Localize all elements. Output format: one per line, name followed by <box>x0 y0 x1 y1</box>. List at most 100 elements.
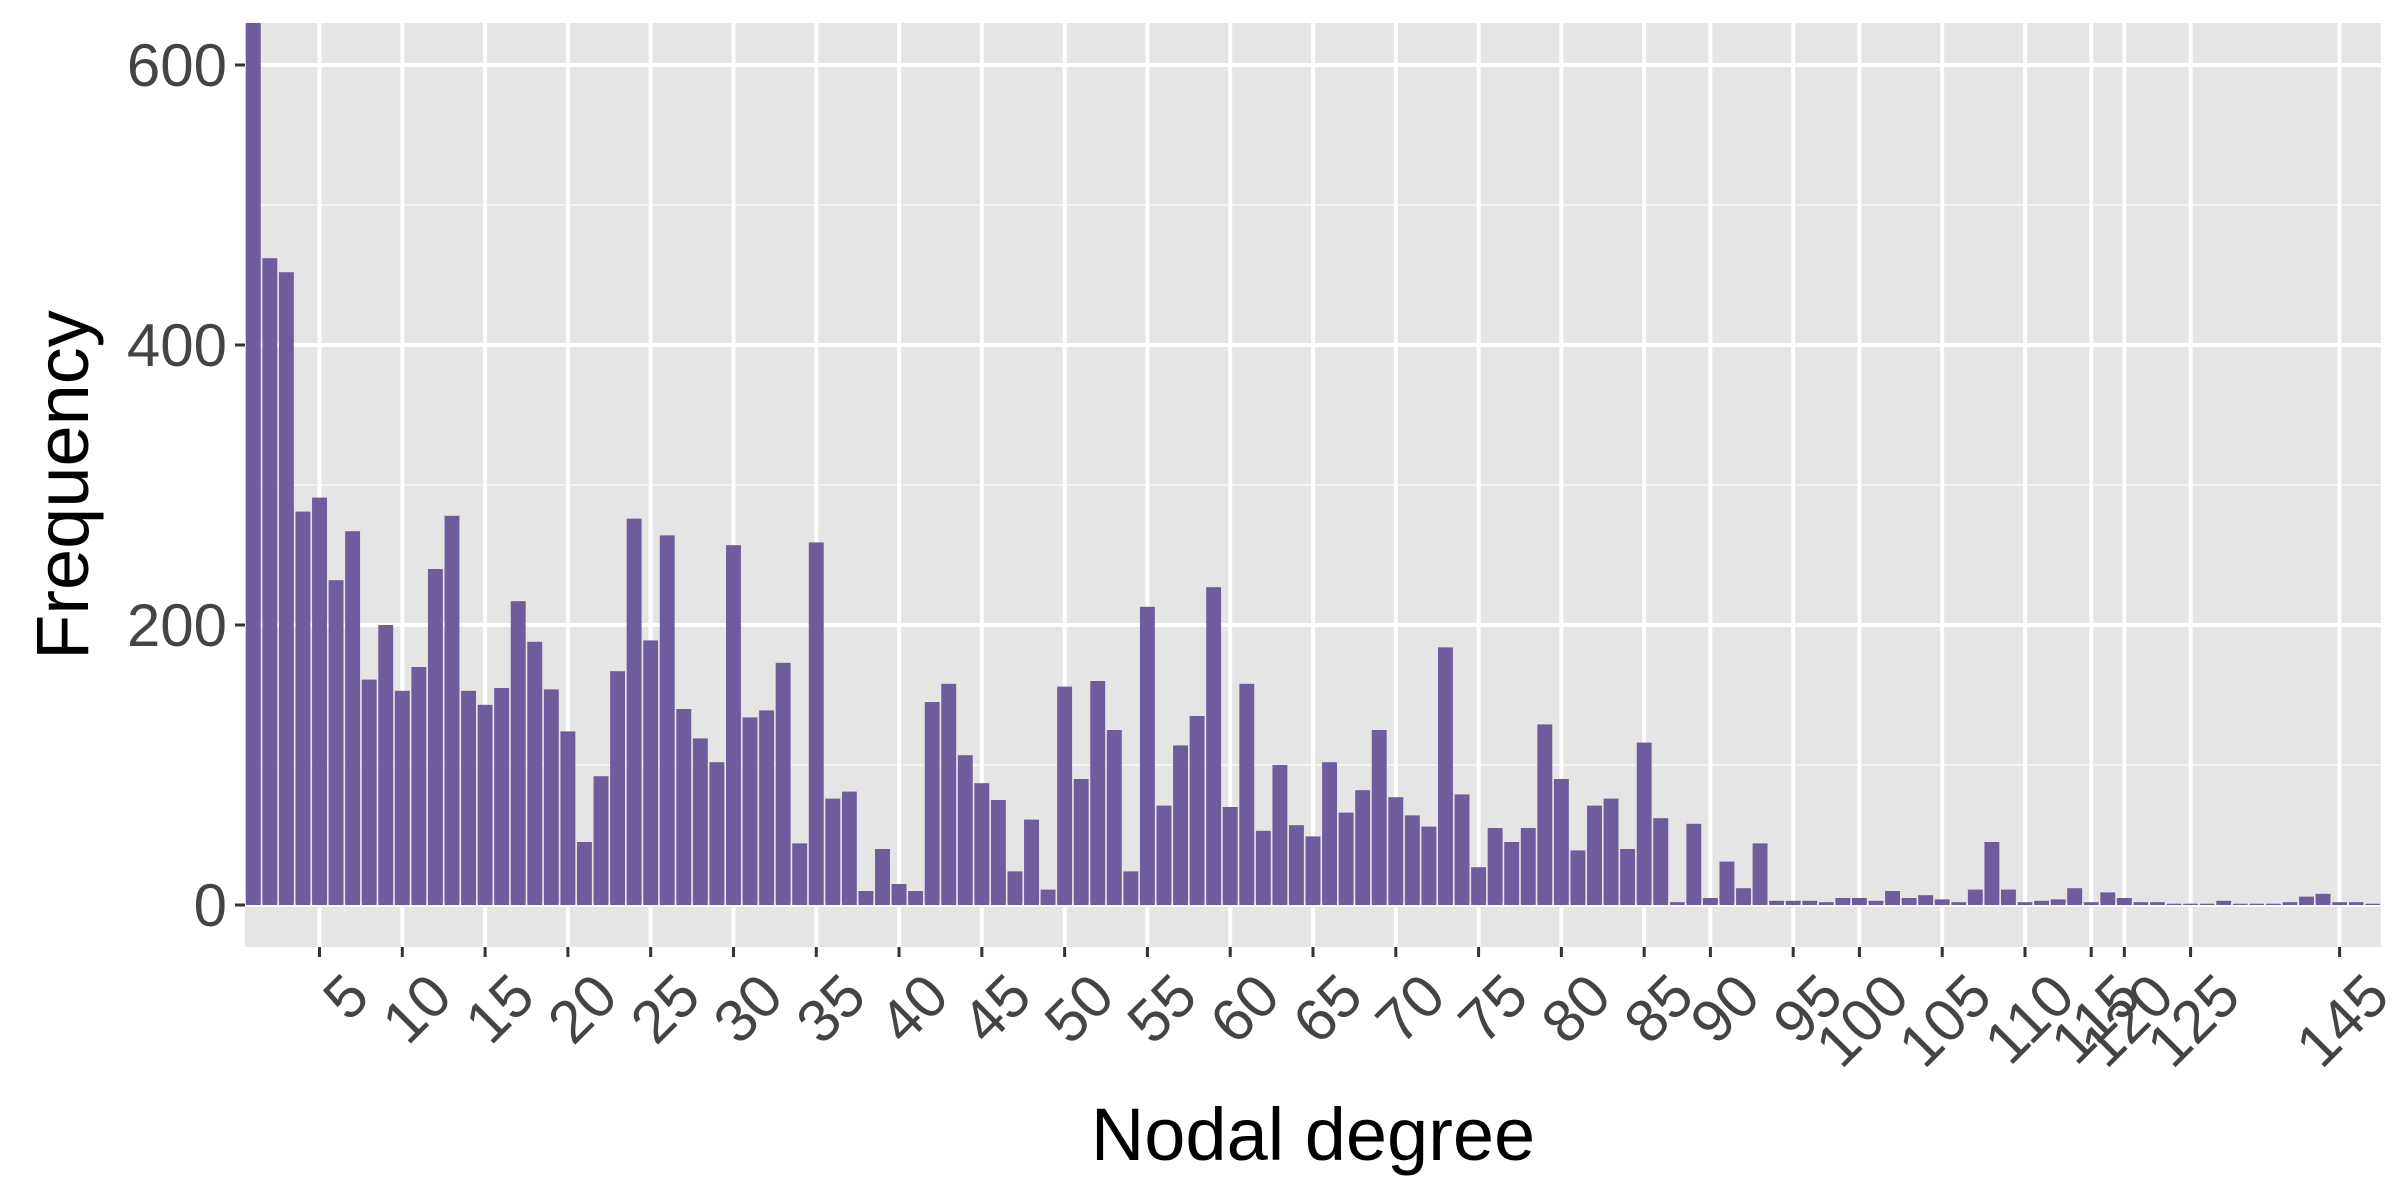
bar <box>510 601 526 905</box>
bar <box>1222 807 1238 905</box>
bar <box>593 776 609 905</box>
bar <box>1752 843 1768 905</box>
bar <box>278 272 294 905</box>
bar <box>328 580 344 905</box>
bar <box>1471 867 1487 905</box>
bar <box>2216 900 2232 905</box>
bar <box>245 23 261 905</box>
bar <box>1537 724 1553 905</box>
bar <box>709 762 725 905</box>
bar <box>775 662 791 905</box>
bar <box>1288 825 1304 905</box>
bar <box>2232 903 2248 905</box>
bar <box>1090 681 1106 905</box>
bar <box>312 497 327 905</box>
bar <box>477 704 493 905</box>
bar <box>1553 779 1569 905</box>
bar <box>1719 861 1735 905</box>
bar <box>494 688 510 905</box>
x-tick-label: 70 <box>1363 961 1458 1056</box>
bar <box>974 783 990 905</box>
bar <box>659 535 675 905</box>
bar <box>808 542 824 905</box>
bar <box>361 679 377 905</box>
bar <box>2100 892 2116 905</box>
bar <box>1139 606 1155 905</box>
bar <box>1024 819 1039 905</box>
x-tick-label: 90 <box>1678 961 1773 1056</box>
bar <box>792 843 808 905</box>
bar <box>560 731 576 905</box>
bar <box>924 702 940 905</box>
bar <box>2034 900 2050 905</box>
bar <box>2265 903 2281 905</box>
bar <box>262 258 278 905</box>
bar <box>1603 798 1619 905</box>
bars <box>245 23 2381 905</box>
bar <box>2166 903 2182 905</box>
bar <box>1404 815 1420 905</box>
bar <box>2365 903 2381 905</box>
bar <box>394 690 410 905</box>
bar <box>1835 898 1851 905</box>
bar <box>841 791 857 905</box>
bar <box>427 569 443 905</box>
bar <box>1967 889 1983 905</box>
bar <box>2083 902 2099 905</box>
bar <box>2067 888 2083 905</box>
bar <box>411 667 427 905</box>
y-tick-label: 200 <box>127 592 227 659</box>
bar <box>2199 903 2215 905</box>
bar <box>2017 902 2033 905</box>
bar <box>2332 902 2348 905</box>
x-tick-label: 55 <box>1115 961 1210 1056</box>
bar <box>2000 889 2016 905</box>
x-tick-label: 5 <box>310 961 381 1032</box>
bar <box>1901 898 1917 905</box>
bar <box>858 891 874 905</box>
bar <box>1934 899 1950 905</box>
x-tick-label: 25 <box>618 961 713 1056</box>
x-tick-label: 10 <box>369 961 464 1056</box>
bar <box>345 531 361 905</box>
bar <box>1702 898 1718 905</box>
bar <box>2299 896 2314 905</box>
bar <box>1355 790 1371 905</box>
x-tick-label: 50 <box>1032 961 1127 1056</box>
bar <box>1007 871 1023 905</box>
bar <box>676 709 692 905</box>
x-tick-label: 40 <box>866 961 961 1056</box>
x-tick-label: 145 <box>2283 961 2400 1079</box>
bar <box>1156 805 1172 905</box>
x-tick-label: 45 <box>949 961 1044 1056</box>
bar <box>378 625 394 905</box>
bar <box>1272 765 1288 905</box>
bar <box>1570 850 1586 905</box>
bar <box>1487 828 1503 905</box>
bar <box>1868 900 1884 905</box>
bar <box>1769 900 1785 905</box>
bar <box>1520 828 1536 905</box>
bar <box>2282 902 2298 905</box>
bar <box>1686 823 1702 905</box>
bar <box>2249 903 2265 905</box>
bar <box>1123 871 1139 905</box>
bar <box>825 798 841 905</box>
bar <box>1620 849 1636 905</box>
bar <box>2315 893 2331 905</box>
bar <box>908 891 924 905</box>
bar <box>1951 902 1967 905</box>
x-tick-label: 15 <box>452 961 547 1056</box>
bar <box>2150 902 2165 905</box>
x-tick-label: 20 <box>535 961 630 1056</box>
bar <box>1057 686 1073 905</box>
bar <box>990 800 1006 905</box>
x-tick-label: 30 <box>701 961 796 1056</box>
bar <box>2050 899 2066 905</box>
bar <box>891 884 907 905</box>
bar <box>726 545 741 905</box>
bar <box>543 689 559 905</box>
bar <box>1388 797 1404 905</box>
bar <box>1438 647 1453 905</box>
y-tick-label: 0 <box>194 872 227 939</box>
